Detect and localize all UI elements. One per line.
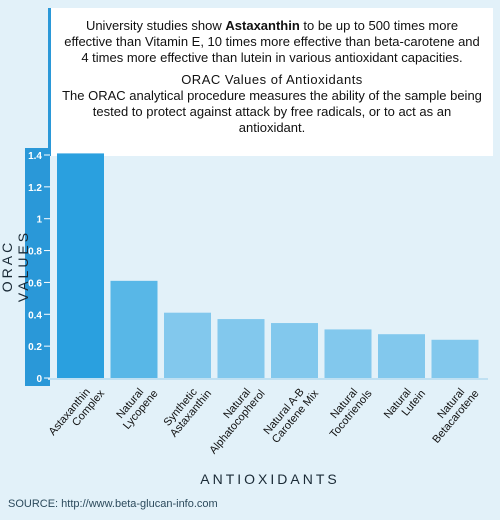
- info-panel: [50, 8, 493, 156]
- info-panel-accent: [48, 8, 51, 156]
- y-tick-label: 0.2: [28, 342, 42, 353]
- y-tick-label: 0: [36, 374, 42, 385]
- chart-title: ORAC Values of Antioxidants: [181, 72, 363, 87]
- x-tick-label: NaturalLycopene: [112, 380, 161, 432]
- y-tick-label: 0.4: [28, 310, 42, 321]
- x-tick-label: NaturalTocotrienols: [319, 380, 375, 441]
- x-tick-label: NaturalBetacarotene: [421, 380, 481, 446]
- y-tick-label: 1.2: [28, 183, 42, 194]
- intro-text: University studies show Astaxanthin to b…: [62, 18, 482, 66]
- bar: [164, 312, 211, 378]
- x-tick-label: AstaxanthinComplex: [47, 380, 108, 446]
- bar: [431, 339, 479, 378]
- bar: [217, 319, 265, 378]
- intro-bold: Astaxanthin: [225, 18, 300, 33]
- intro-suffix: to be up to 500 times more effective tha…: [64, 18, 480, 65]
- bar: [271, 323, 318, 378]
- y-axis-label: ORAC VALUES: [0, 229, 31, 303]
- x-axis-label: ANTIOXIDANTS: [200, 471, 340, 487]
- bar: [57, 153, 104, 378]
- y-tick-label: 1.4: [28, 151, 42, 162]
- x-tick-label: NaturalLutein: [382, 380, 428, 429]
- bar: [110, 280, 158, 378]
- bar: [378, 334, 425, 378]
- intro-prefix: University studies show: [85, 18, 226, 33]
- y-tick-label: 1: [36, 215, 42, 226]
- x-axis-line: [48, 378, 488, 380]
- y-tick-label: 0.6: [28, 278, 42, 289]
- bar: [324, 329, 372, 378]
- x-tick-label: Natural A-BCarotene Mix: [261, 380, 322, 446]
- chart-description: The ORAC analytical procedure measures t…: [62, 88, 482, 135]
- source-credit: SOURCE: http://www.beta-glucan-info.com: [8, 498, 218, 510]
- y-tick-label: 0.8: [28, 247, 42, 258]
- x-tick-label: SyntheticAstaxanthin: [159, 380, 214, 439]
